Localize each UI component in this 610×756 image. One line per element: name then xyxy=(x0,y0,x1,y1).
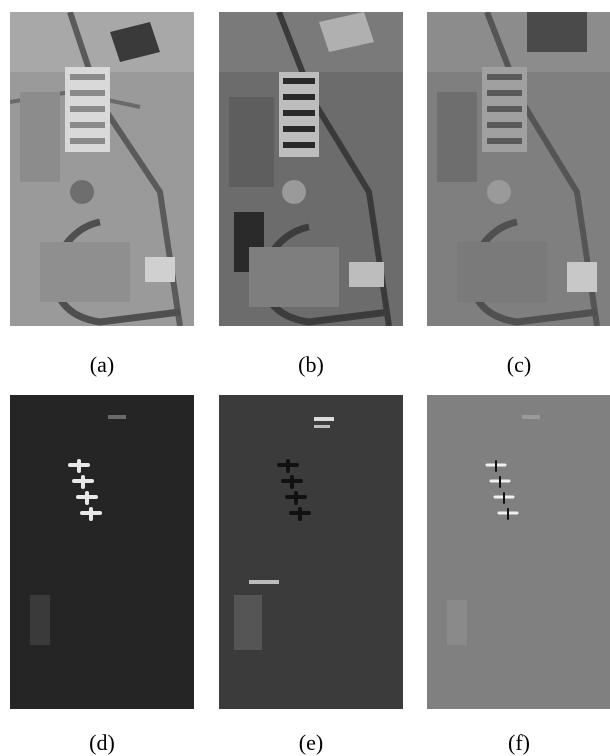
caption-e: (e) xyxy=(298,730,324,755)
aerial-image-b xyxy=(219,12,403,326)
feature-map-d-drawing xyxy=(10,395,194,709)
caption-f: (f) xyxy=(508,730,530,755)
aerial-image-c-drawing xyxy=(427,12,610,326)
aerial-image-a xyxy=(10,12,194,326)
caption-d: (d) xyxy=(89,730,115,755)
caption-a: (a) xyxy=(89,352,115,377)
feature-map-d xyxy=(10,395,194,709)
feature-map-f xyxy=(427,395,610,709)
aerial-image-a-drawing xyxy=(10,12,194,326)
aerial-image-b-drawing xyxy=(219,12,403,326)
feature-map-e xyxy=(219,395,403,709)
feature-map-e-drawing xyxy=(219,395,403,709)
caption-b: (b) xyxy=(298,352,324,377)
caption-c: (c) xyxy=(506,352,532,377)
feature-map-f-drawing xyxy=(427,395,610,709)
aerial-image-c xyxy=(427,12,610,326)
